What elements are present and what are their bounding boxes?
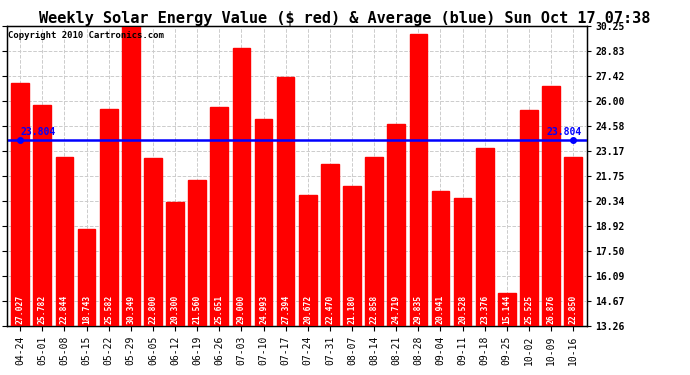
Bar xyxy=(56,157,73,326)
Bar xyxy=(454,198,471,326)
Text: 27.027: 27.027 xyxy=(16,294,25,324)
Text: 30.349: 30.349 xyxy=(126,294,135,324)
Bar xyxy=(520,110,538,326)
Bar xyxy=(144,158,161,326)
Bar xyxy=(387,124,405,326)
Text: 25.782: 25.782 xyxy=(38,294,47,324)
Bar xyxy=(432,190,449,326)
Bar xyxy=(122,24,139,326)
Bar xyxy=(410,34,427,326)
Text: 25.582: 25.582 xyxy=(104,294,113,324)
Text: Copyright 2010 Cartronics.com: Copyright 2010 Cartronics.com xyxy=(8,31,164,40)
Bar xyxy=(365,157,383,326)
Text: 22.800: 22.800 xyxy=(148,294,157,324)
Text: 25.525: 25.525 xyxy=(524,294,533,324)
Text: 20.300: 20.300 xyxy=(170,294,179,324)
Bar xyxy=(166,202,184,326)
Text: 25.651: 25.651 xyxy=(215,294,224,324)
Bar xyxy=(11,83,29,326)
Text: 27.394: 27.394 xyxy=(281,294,290,324)
Text: 20.672: 20.672 xyxy=(304,294,313,324)
Text: 20.528: 20.528 xyxy=(458,294,467,324)
Bar xyxy=(564,157,582,326)
Text: 20.941: 20.941 xyxy=(436,294,445,324)
Bar xyxy=(100,109,117,326)
Text: 22.470: 22.470 xyxy=(326,294,335,324)
Text: 24.719: 24.719 xyxy=(392,294,401,324)
Bar xyxy=(277,76,295,326)
Text: 15.144: 15.144 xyxy=(502,294,511,324)
Text: Weekly Solar Energy Value ($ red) & Average (blue) Sun Oct 17 07:38: Weekly Solar Energy Value ($ red) & Aver… xyxy=(39,11,651,26)
Bar xyxy=(233,48,250,326)
Text: 23.804: 23.804 xyxy=(21,128,56,137)
Text: 22.844: 22.844 xyxy=(60,294,69,324)
Text: 23.804: 23.804 xyxy=(547,128,582,137)
Text: 24.993: 24.993 xyxy=(259,294,268,324)
Text: 22.858: 22.858 xyxy=(370,294,379,324)
Bar xyxy=(542,86,560,326)
Bar xyxy=(33,105,51,326)
Text: 21.180: 21.180 xyxy=(348,294,357,324)
Bar xyxy=(476,148,493,326)
Bar xyxy=(299,195,317,326)
Text: 29.000: 29.000 xyxy=(237,294,246,324)
Bar xyxy=(321,164,339,326)
Bar xyxy=(210,108,228,326)
Bar xyxy=(343,186,361,326)
Bar xyxy=(255,119,273,326)
Bar xyxy=(498,293,515,326)
Text: 21.560: 21.560 xyxy=(193,294,201,324)
Bar xyxy=(78,230,95,326)
Text: 18.743: 18.743 xyxy=(82,294,91,324)
Bar xyxy=(188,180,206,326)
Text: 23.376: 23.376 xyxy=(480,294,489,324)
Text: 29.835: 29.835 xyxy=(414,294,423,324)
Text: 22.850: 22.850 xyxy=(569,294,578,324)
Text: 26.876: 26.876 xyxy=(546,294,555,324)
